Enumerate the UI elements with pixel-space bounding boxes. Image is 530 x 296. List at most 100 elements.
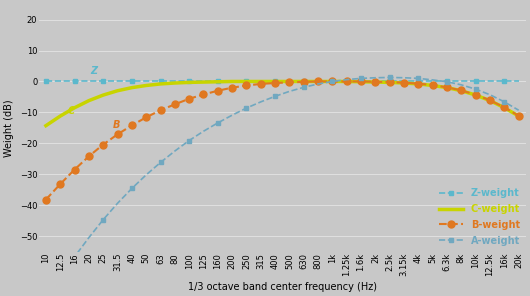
B-weight bbox=[329, 80, 335, 83]
Z-weight bbox=[172, 80, 178, 83]
Z-weight bbox=[129, 80, 135, 83]
C-weight bbox=[487, 99, 493, 102]
Z-weight bbox=[143, 80, 149, 83]
A-weight bbox=[272, 94, 278, 98]
C-weight bbox=[444, 86, 450, 89]
A-weight bbox=[157, 161, 164, 164]
A-weight bbox=[301, 86, 307, 89]
B-weight bbox=[343, 80, 350, 83]
B-weight bbox=[43, 198, 49, 201]
C-weight bbox=[415, 82, 421, 86]
B-weight bbox=[172, 103, 178, 106]
B-weight bbox=[100, 143, 107, 146]
A-weight bbox=[243, 106, 250, 110]
B-weight bbox=[200, 93, 207, 96]
A-weight bbox=[100, 218, 107, 221]
C-weight bbox=[57, 114, 64, 118]
Z-weight bbox=[114, 80, 121, 83]
B-weight bbox=[157, 108, 164, 112]
B-weight bbox=[415, 82, 421, 86]
C-weight bbox=[114, 89, 121, 93]
Z-weight bbox=[429, 80, 436, 83]
B-weight bbox=[358, 80, 364, 83]
A-weight bbox=[487, 93, 493, 96]
C-weight bbox=[372, 80, 378, 84]
C-weight bbox=[358, 80, 364, 83]
B-weight bbox=[501, 106, 508, 109]
A-weight bbox=[386, 76, 393, 79]
A-weight bbox=[143, 173, 149, 177]
C-weight bbox=[186, 81, 192, 84]
Text: Z: Z bbox=[90, 66, 98, 76]
C-weight bbox=[516, 114, 522, 118]
A-weight bbox=[415, 77, 421, 80]
Z-weight bbox=[329, 80, 335, 83]
Line: A-weight: A-weight bbox=[44, 75, 521, 296]
C-weight bbox=[172, 81, 178, 85]
Z-weight bbox=[458, 80, 464, 83]
Z-weight bbox=[487, 80, 493, 83]
A-weight bbox=[444, 80, 450, 83]
Z-weight bbox=[215, 80, 221, 83]
Text: B: B bbox=[113, 120, 121, 130]
Z-weight bbox=[100, 80, 107, 83]
C-weight bbox=[243, 80, 250, 83]
Z-weight bbox=[286, 80, 293, 83]
B-weight bbox=[301, 80, 307, 83]
Z-weight bbox=[358, 80, 364, 83]
C-weight bbox=[258, 80, 264, 83]
A-weight bbox=[129, 187, 135, 190]
Z-weight bbox=[444, 80, 450, 83]
Z-weight bbox=[200, 80, 207, 83]
C-weight bbox=[386, 81, 393, 84]
B-weight bbox=[186, 97, 192, 101]
B-weight bbox=[129, 124, 135, 127]
B-weight bbox=[286, 81, 293, 84]
B-weight bbox=[114, 133, 121, 136]
A-weight bbox=[258, 100, 264, 104]
Z-weight bbox=[157, 80, 164, 83]
Y-axis label: Weight (dB): Weight (dB) bbox=[4, 99, 14, 157]
Line: B-weight: B-weight bbox=[42, 78, 522, 203]
A-weight bbox=[429, 78, 436, 82]
Z-weight bbox=[72, 80, 78, 83]
A-weight bbox=[186, 139, 192, 142]
B-weight bbox=[372, 80, 378, 83]
B-weight bbox=[386, 80, 393, 84]
B-weight bbox=[516, 114, 522, 118]
B-weight bbox=[487, 99, 493, 102]
A-weight bbox=[501, 100, 508, 104]
A-weight bbox=[372, 76, 378, 80]
C-weight bbox=[501, 106, 508, 110]
X-axis label: 1/3 octave band center frequency (Hz): 1/3 octave band center frequency (Hz) bbox=[188, 282, 377, 292]
Z-weight bbox=[229, 80, 235, 83]
Z-weight bbox=[186, 80, 192, 83]
C-weight bbox=[72, 106, 78, 110]
B-weight bbox=[473, 93, 479, 96]
C-weight bbox=[301, 80, 307, 83]
Z-weight bbox=[401, 80, 407, 83]
A-weight bbox=[172, 149, 178, 153]
C-weight bbox=[43, 124, 49, 128]
A-weight bbox=[286, 90, 293, 93]
A-weight bbox=[516, 108, 522, 112]
A-weight bbox=[215, 121, 221, 125]
Z-weight bbox=[501, 80, 508, 83]
A-weight bbox=[343, 78, 350, 81]
Z-weight bbox=[386, 80, 393, 83]
B-weight bbox=[229, 86, 235, 89]
C-weight bbox=[86, 99, 92, 102]
C-weight bbox=[401, 81, 407, 85]
B-weight bbox=[243, 84, 250, 87]
C-weight bbox=[215, 80, 221, 83]
B-weight bbox=[429, 83, 436, 87]
A-weight bbox=[200, 129, 207, 133]
B-weight bbox=[401, 81, 407, 84]
A-weight bbox=[329, 80, 335, 83]
Line: Z-weight: Z-weight bbox=[44, 80, 520, 83]
B-weight bbox=[86, 155, 92, 158]
Z-weight bbox=[243, 80, 250, 83]
C-weight bbox=[458, 89, 464, 93]
Z-weight bbox=[43, 80, 49, 83]
Z-weight bbox=[516, 80, 522, 83]
